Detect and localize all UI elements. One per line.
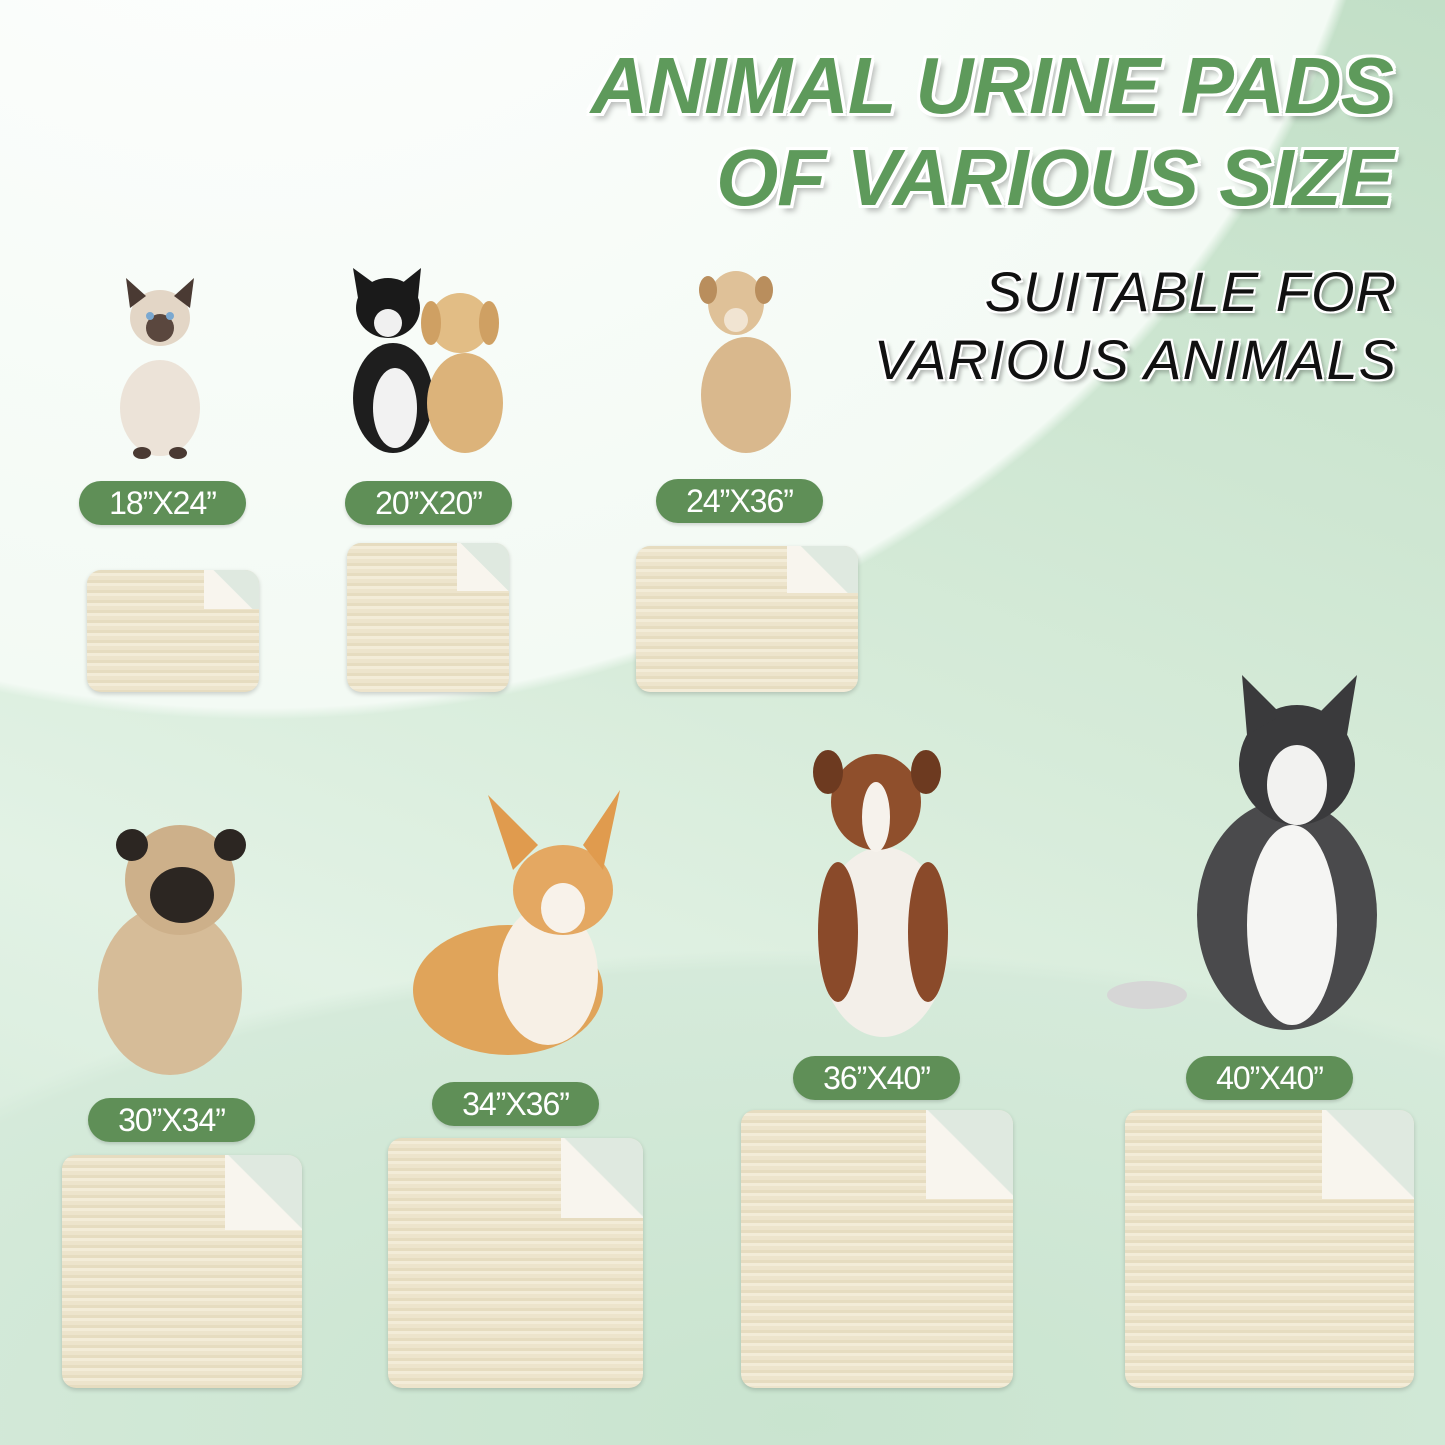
pad-34x36 bbox=[388, 1138, 643, 1388]
size-label-20x20: 20”X20” bbox=[345, 481, 512, 525]
tan-dog-image bbox=[699, 271, 791, 453]
pad-40x40 bbox=[1125, 1110, 1414, 1388]
size-label-18x24: 18”X24” bbox=[79, 481, 246, 525]
size-label-30x34: 30”X34” bbox=[88, 1098, 255, 1142]
pug-image bbox=[98, 825, 246, 1075]
size-label-34x36: 34”X36” bbox=[432, 1082, 599, 1126]
siamese-cat-image bbox=[120, 278, 200, 459]
size-label-36x40: 36”X40” bbox=[793, 1056, 960, 1100]
pad-18x24 bbox=[87, 570, 259, 692]
size-label-24x36: 24”X36” bbox=[656, 479, 823, 523]
pad-36x40 bbox=[741, 1110, 1013, 1388]
corgi-image bbox=[413, 790, 620, 1055]
headline-line-1: ANIMAL URINE PADS bbox=[590, 41, 1394, 130]
subheadline: SUITABLE FOR VARIOUS ANIMALS bbox=[874, 258, 1397, 394]
pad-20x20 bbox=[347, 543, 509, 692]
subheadline-line-1: SUITABLE FOR bbox=[984, 260, 1397, 323]
subheadline-line-2: VARIOUS ANIMALS bbox=[873, 328, 1397, 391]
husky-image bbox=[1107, 675, 1377, 1030]
headline-line-2: OF VARIOUS SIZE bbox=[716, 133, 1394, 222]
pad-30x34 bbox=[62, 1155, 302, 1388]
size-label-40x40: 40”X40” bbox=[1186, 1056, 1353, 1100]
cat-and-puppy-image bbox=[353, 268, 503, 453]
pad-24x36 bbox=[636, 546, 858, 692]
australian-shepherd-image bbox=[813, 750, 948, 1037]
